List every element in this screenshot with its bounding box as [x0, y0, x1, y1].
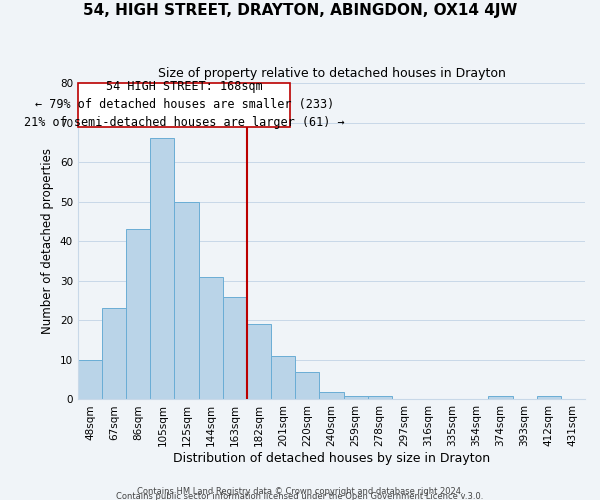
Bar: [368, 396, 392, 400]
Bar: [537, 396, 561, 400]
Bar: [78, 360, 102, 400]
Bar: [102, 308, 126, 400]
Bar: [488, 396, 512, 400]
Title: Size of property relative to detached houses in Drayton: Size of property relative to detached ho…: [158, 68, 505, 80]
Bar: [151, 138, 175, 400]
Bar: [295, 372, 319, 400]
X-axis label: Distribution of detached houses by size in Drayton: Distribution of detached houses by size …: [173, 452, 490, 465]
FancyBboxPatch shape: [78, 83, 290, 126]
Bar: [271, 356, 295, 400]
Text: 54 HIGH STREET: 168sqm
← 79% of detached houses are smaller (233)
21% of semi-de: 54 HIGH STREET: 168sqm ← 79% of detached…: [24, 80, 344, 130]
Bar: [199, 277, 223, 400]
Bar: [247, 324, 271, 400]
Bar: [126, 230, 151, 400]
Bar: [175, 202, 199, 400]
Y-axis label: Number of detached properties: Number of detached properties: [41, 148, 55, 334]
Bar: [344, 396, 368, 400]
Bar: [319, 392, 344, 400]
Text: Contains HM Land Registry data © Crown copyright and database right 2024.: Contains HM Land Registry data © Crown c…: [137, 487, 463, 496]
Text: 54, HIGH STREET, DRAYTON, ABINGDON, OX14 4JW: 54, HIGH STREET, DRAYTON, ABINGDON, OX14…: [83, 2, 517, 18]
Bar: [223, 296, 247, 400]
Text: Contains public sector information licensed under the Open Government Licence v.: Contains public sector information licen…: [116, 492, 484, 500]
